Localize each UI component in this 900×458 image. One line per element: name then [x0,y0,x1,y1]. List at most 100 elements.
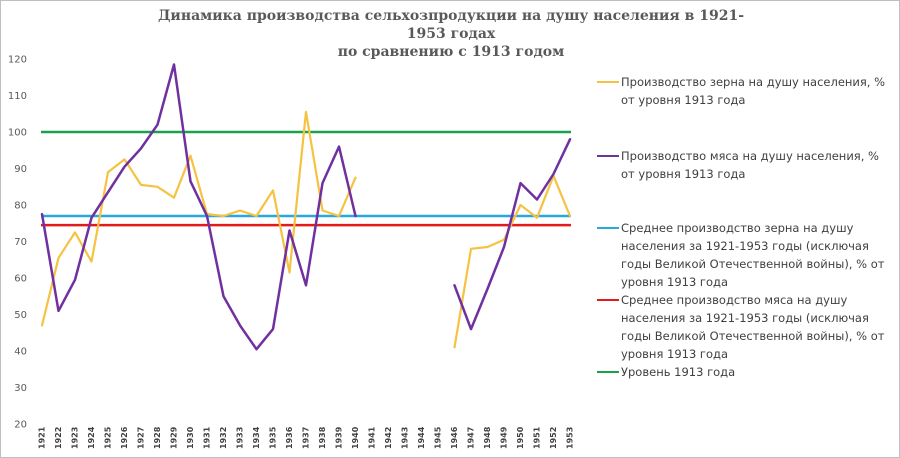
x-tick-label: 1939 [335,426,344,449]
meat-series-point [91,217,93,219]
grain-series-point [536,217,538,219]
y-tick-label: 60 [14,274,27,285]
grain-series-point [239,209,241,211]
x-tick-label: 1940 [351,426,360,449]
x-tick-label: 1935 [269,426,278,449]
grain-series-point [272,189,274,191]
grain-series-point [173,197,175,199]
x-tick-label: 1927 [137,427,146,449]
x-tick-label: 1946 [450,426,459,449]
y-tick-label: 50 [14,310,27,321]
x-tick-label: 1929 [170,426,179,449]
grain-series-point [91,261,93,263]
meat-series-point [338,146,340,148]
x-tick-label: 1945 [434,426,443,449]
x-tick-label: 1925 [104,426,113,449]
x-tick-label: 1941 [368,426,377,449]
meat-series-point [536,199,538,201]
x-tick-label: 1952 [549,427,558,449]
meat-series-point [41,213,43,215]
meat-series-point [470,328,472,330]
meat-series-point [454,284,456,286]
grain-series-point [190,155,192,157]
grain-series-point [355,177,357,179]
y-axis: 20 30 40 50 60 70 80 90 100 110 120 [8,55,27,431]
grain-series-point [289,272,291,274]
x-tick-label: 1938 [318,426,327,449]
meat-series-point [256,348,258,350]
series-lines [40,63,572,351]
x-tick-label: 1936 [285,426,294,449]
grain-series-point [256,215,258,217]
legend-label-1913-level: Уровень 1913 года [621,365,736,379]
x-tick-label: 1926 [120,426,129,449]
legend-swatch-avg-grain [597,227,619,229]
y-tick-label: 20 [14,420,27,431]
grain-series-point [569,215,571,217]
legend-swatch-avg-meat [597,299,619,301]
x-tick-label: 1923 [71,427,80,449]
y-tick-label: 90 [14,164,27,175]
x-tick-label: 1950 [516,426,525,449]
meat-series-line [40,63,357,351]
grain-series-point [124,158,126,160]
y-tick-label: 70 [14,237,27,248]
meat-series-point [58,310,60,312]
meat-series-point [355,215,357,217]
x-tick-label: 1947 [467,427,476,449]
meat-series-point [553,173,555,175]
meat-series-point [305,284,307,286]
x-tick-label: 1949 [500,426,509,449]
grain-series-point [470,248,472,250]
legend-label-avg-meat: Среднее производство мяса на душу населе… [621,293,885,361]
grain-series-point [157,186,159,188]
grain-series-point [74,231,76,233]
x-tick-label: 1953 [566,427,575,449]
legend-swatch-grain [597,81,619,83]
meat-series-point [569,138,571,140]
legend-swatch-meat [597,155,619,157]
chart-title: Динамика производства сельхозпродукции н… [151,7,751,61]
grain-series-point [520,204,522,206]
legend-label-avg-grain: Среднее производство зерна на душу насел… [621,221,885,289]
grain-series-point [454,346,456,348]
grain-series-point [305,111,307,113]
grain-series-point [107,171,109,173]
grain-series-point [223,215,225,217]
x-tick-label: 1924 [87,426,96,449]
y-tick-label: 30 [14,383,27,394]
meat-series-point [190,180,192,182]
legend-label-grain: Производство зерна на душу населения, % … [621,75,886,107]
x-tick-label: 1933 [236,427,245,449]
x-tick-label: 1937 [302,427,311,449]
grain-series-point [487,246,489,248]
grain-series-point [338,215,340,217]
y-tick-label: 80 [14,201,27,212]
grain-series-line [453,174,572,349]
x-tick-label: 1942 [384,427,393,449]
legend-swatch-1913-level [597,371,619,373]
x-tick-label: 1931 [203,426,212,449]
grain-series-point [58,257,60,259]
meat-series-point [272,328,274,330]
grain-series-point [322,209,324,211]
x-axis: 1921 1922 1923 1924 1925 1926 1927 1928 1929 1930… [38,426,575,449]
meat-series-point [503,246,505,248]
x-tick-label: 1922 [54,427,63,449]
x-tick-label: 1928 [153,426,162,449]
meat-series-point [289,230,291,232]
y-tick-label: 40 [14,347,27,358]
y-tick-label: 120 [8,55,27,66]
x-tick-label: 1944 [417,426,426,449]
legend-label-meat: Производство мяса на душу населения, % о… [621,149,879,181]
meat-series-point [173,63,175,65]
y-tick-label: 110 [8,91,27,102]
x-tick-label: 1943 [401,427,410,449]
chart-title-line2: по сравнению с 1913 годом [337,44,565,60]
meat-series-line [453,138,572,331]
grain-series-line [40,110,357,327]
meat-series-point [206,215,208,217]
meat-series-point [223,295,225,297]
